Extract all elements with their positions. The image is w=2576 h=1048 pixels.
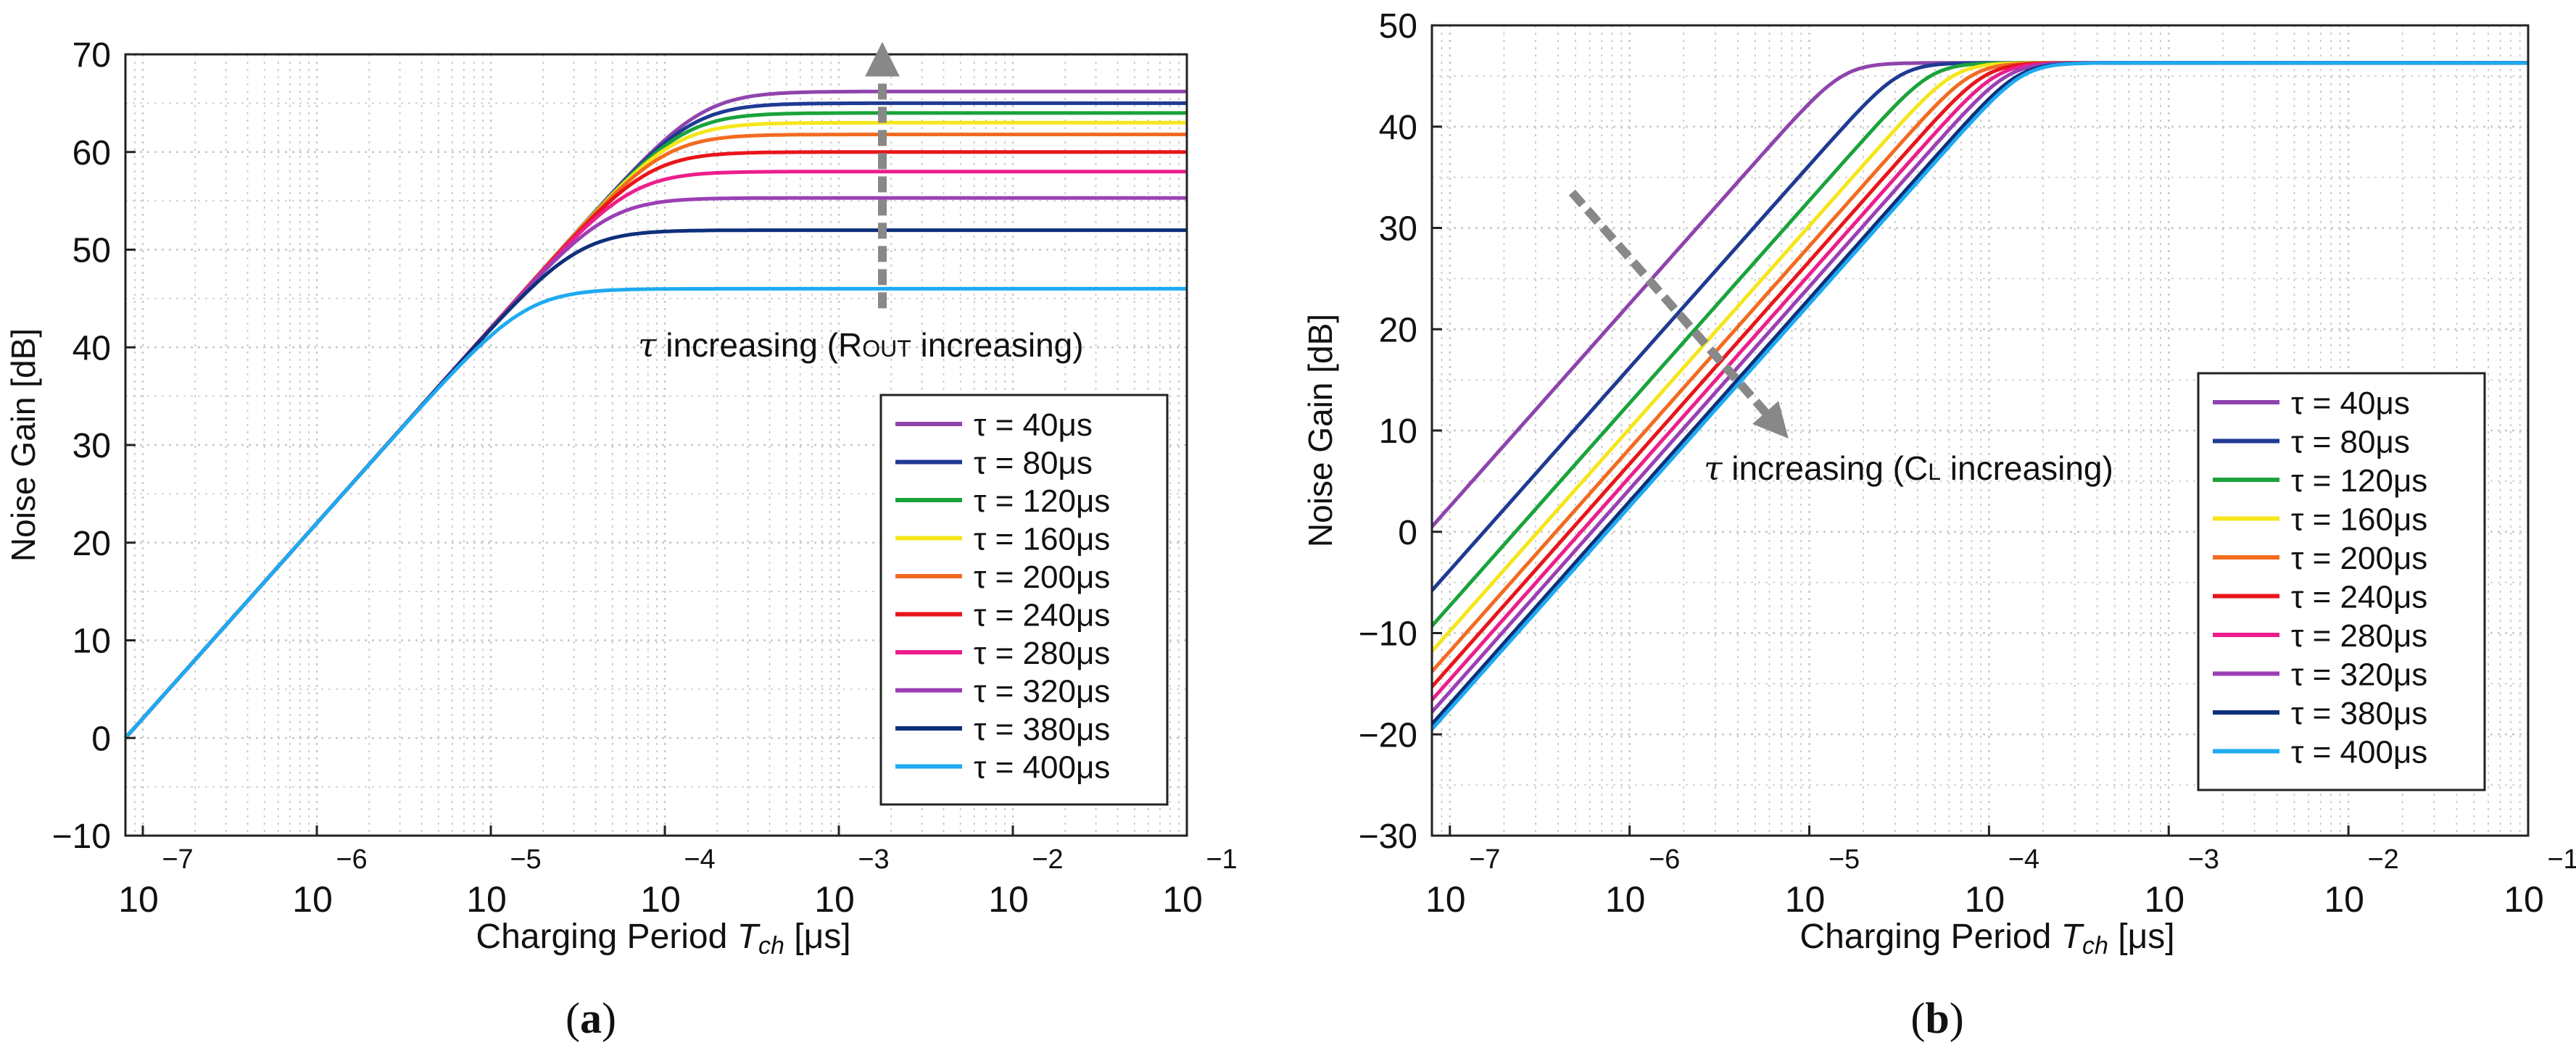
chart-b: 10−710−610−510−410−310−210−1−30−20−10010… xyxy=(1301,7,2576,1042)
legend-label-1: τ = 80μs xyxy=(974,446,1093,481)
x-tick-label: 10 xyxy=(1965,879,2005,920)
legend-label-0: τ = 40μs xyxy=(2291,386,2410,421)
legend-label-7: τ = 320μs xyxy=(2291,657,2427,693)
x-tick-label: 10 xyxy=(988,879,1029,920)
x-tick-label: 10 xyxy=(2144,879,2184,920)
x-tick-label: 10 xyxy=(292,879,333,920)
y-tick-label: 30 xyxy=(73,427,111,465)
y-tick-label: 20 xyxy=(73,525,111,563)
legend-label-8: τ = 380μs xyxy=(974,712,1110,747)
legend-label-9: τ = 400μs xyxy=(974,750,1110,786)
trend-annotation: τ increasing (ROUT increasing) xyxy=(638,325,1084,365)
legend-label-7: τ = 320μs xyxy=(974,674,1110,710)
legend-label-4: τ = 200μs xyxy=(974,560,1110,595)
x-tick-exponent: −3 xyxy=(2188,844,2219,875)
x-tick-label: 10 xyxy=(2503,879,2544,920)
legend-label-3: τ = 160μs xyxy=(974,522,1110,557)
y-tick-label: 40 xyxy=(1379,109,1417,147)
y-tick-label: 60 xyxy=(73,134,111,172)
y-tick-label: −10 xyxy=(1359,615,1417,654)
x-tick-exponent: −6 xyxy=(1649,844,1680,875)
x-tick-exponent: −1 xyxy=(1206,844,1237,875)
legend-label-5: τ = 240μs xyxy=(974,598,1110,633)
series-line-9 xyxy=(1430,61,2528,731)
x-tick-exponent: −2 xyxy=(2367,844,2398,875)
y-axis-title: Noise Gain [dB] xyxy=(4,328,42,562)
y-tick-label: 50 xyxy=(73,232,111,270)
x-tick-label: 10 xyxy=(814,879,855,920)
x-tick-exponent: −4 xyxy=(2008,844,2039,875)
y-axis-title: Noise Gain [dB] xyxy=(1301,314,1339,547)
x-axis-title: Charging Period Tch [μs] xyxy=(476,918,850,960)
series-line-9 xyxy=(124,286,1187,739)
x-tick-label: 10 xyxy=(466,879,507,920)
x-tick-label: 10 xyxy=(1162,879,1203,920)
x-tick-exponent: −4 xyxy=(684,844,715,875)
x-tick-exponent: −7 xyxy=(1469,844,1500,875)
y-tick-label: 0 xyxy=(1398,514,1417,552)
y-tick-label: 20 xyxy=(1379,311,1417,349)
y-tick-label: −10 xyxy=(52,818,111,856)
legend-label-1: τ = 80μs xyxy=(2291,425,2410,460)
x-tick-exponent: −5 xyxy=(1829,844,1860,875)
x-tick-label: 10 xyxy=(640,879,681,920)
x-tick-exponent: −7 xyxy=(162,844,193,875)
x-axis-title: Charging Period Tch [μs] xyxy=(1800,918,2174,960)
x-tick-label: 10 xyxy=(1605,879,1646,920)
legend-label-2: τ = 120μs xyxy=(974,483,1110,519)
y-tick-label: 10 xyxy=(73,623,111,661)
x-tick-label: 10 xyxy=(1425,879,1466,920)
y-tick-label: 10 xyxy=(1379,412,1417,451)
x-tick-exponent: −3 xyxy=(858,844,889,875)
y-tick-label: 0 xyxy=(91,720,111,758)
x-tick-label: 10 xyxy=(1785,879,1826,920)
legend-label-2: τ = 120μs xyxy=(2291,463,2427,499)
x-tick-exponent: −2 xyxy=(1032,844,1063,875)
trend-arrow xyxy=(1568,189,1789,439)
panel-caption: (b) xyxy=(1910,994,1963,1042)
legend-label-9: τ = 400μs xyxy=(2291,735,2427,770)
legend-label-6: τ = 280μs xyxy=(2291,618,2427,654)
y-tick-label: 40 xyxy=(73,329,111,367)
legend-label-3: τ = 160μs xyxy=(2291,502,2427,538)
legend-label-8: τ = 380μs xyxy=(2291,696,2427,731)
chart-a: 10−710−610−510−410−310−210−1−10010203040… xyxy=(4,36,1238,1042)
y-tick-label: 50 xyxy=(1379,7,1417,46)
x-tick-exponent: −5 xyxy=(510,844,541,875)
y-tick-label: −20 xyxy=(1359,716,1417,754)
x-tick-label: 10 xyxy=(2324,879,2364,920)
legend-label-4: τ = 200μs xyxy=(2291,541,2427,576)
trend-annotation: τ increasing (CL increasing) xyxy=(1704,449,2113,488)
legend-label-0: τ = 40μs xyxy=(974,407,1093,443)
legend-label-6: τ = 280μs xyxy=(974,636,1110,671)
legend-label-5: τ = 240μs xyxy=(2291,580,2427,615)
y-tick-label: −30 xyxy=(1359,818,1417,856)
y-tick-label: 70 xyxy=(73,36,111,75)
x-tick-exponent: −6 xyxy=(336,844,367,875)
panel-caption: (a) xyxy=(566,994,616,1042)
x-tick-exponent: −1 xyxy=(2547,844,2576,875)
x-tick-label: 10 xyxy=(118,879,159,920)
y-tick-label: 30 xyxy=(1379,210,1417,249)
